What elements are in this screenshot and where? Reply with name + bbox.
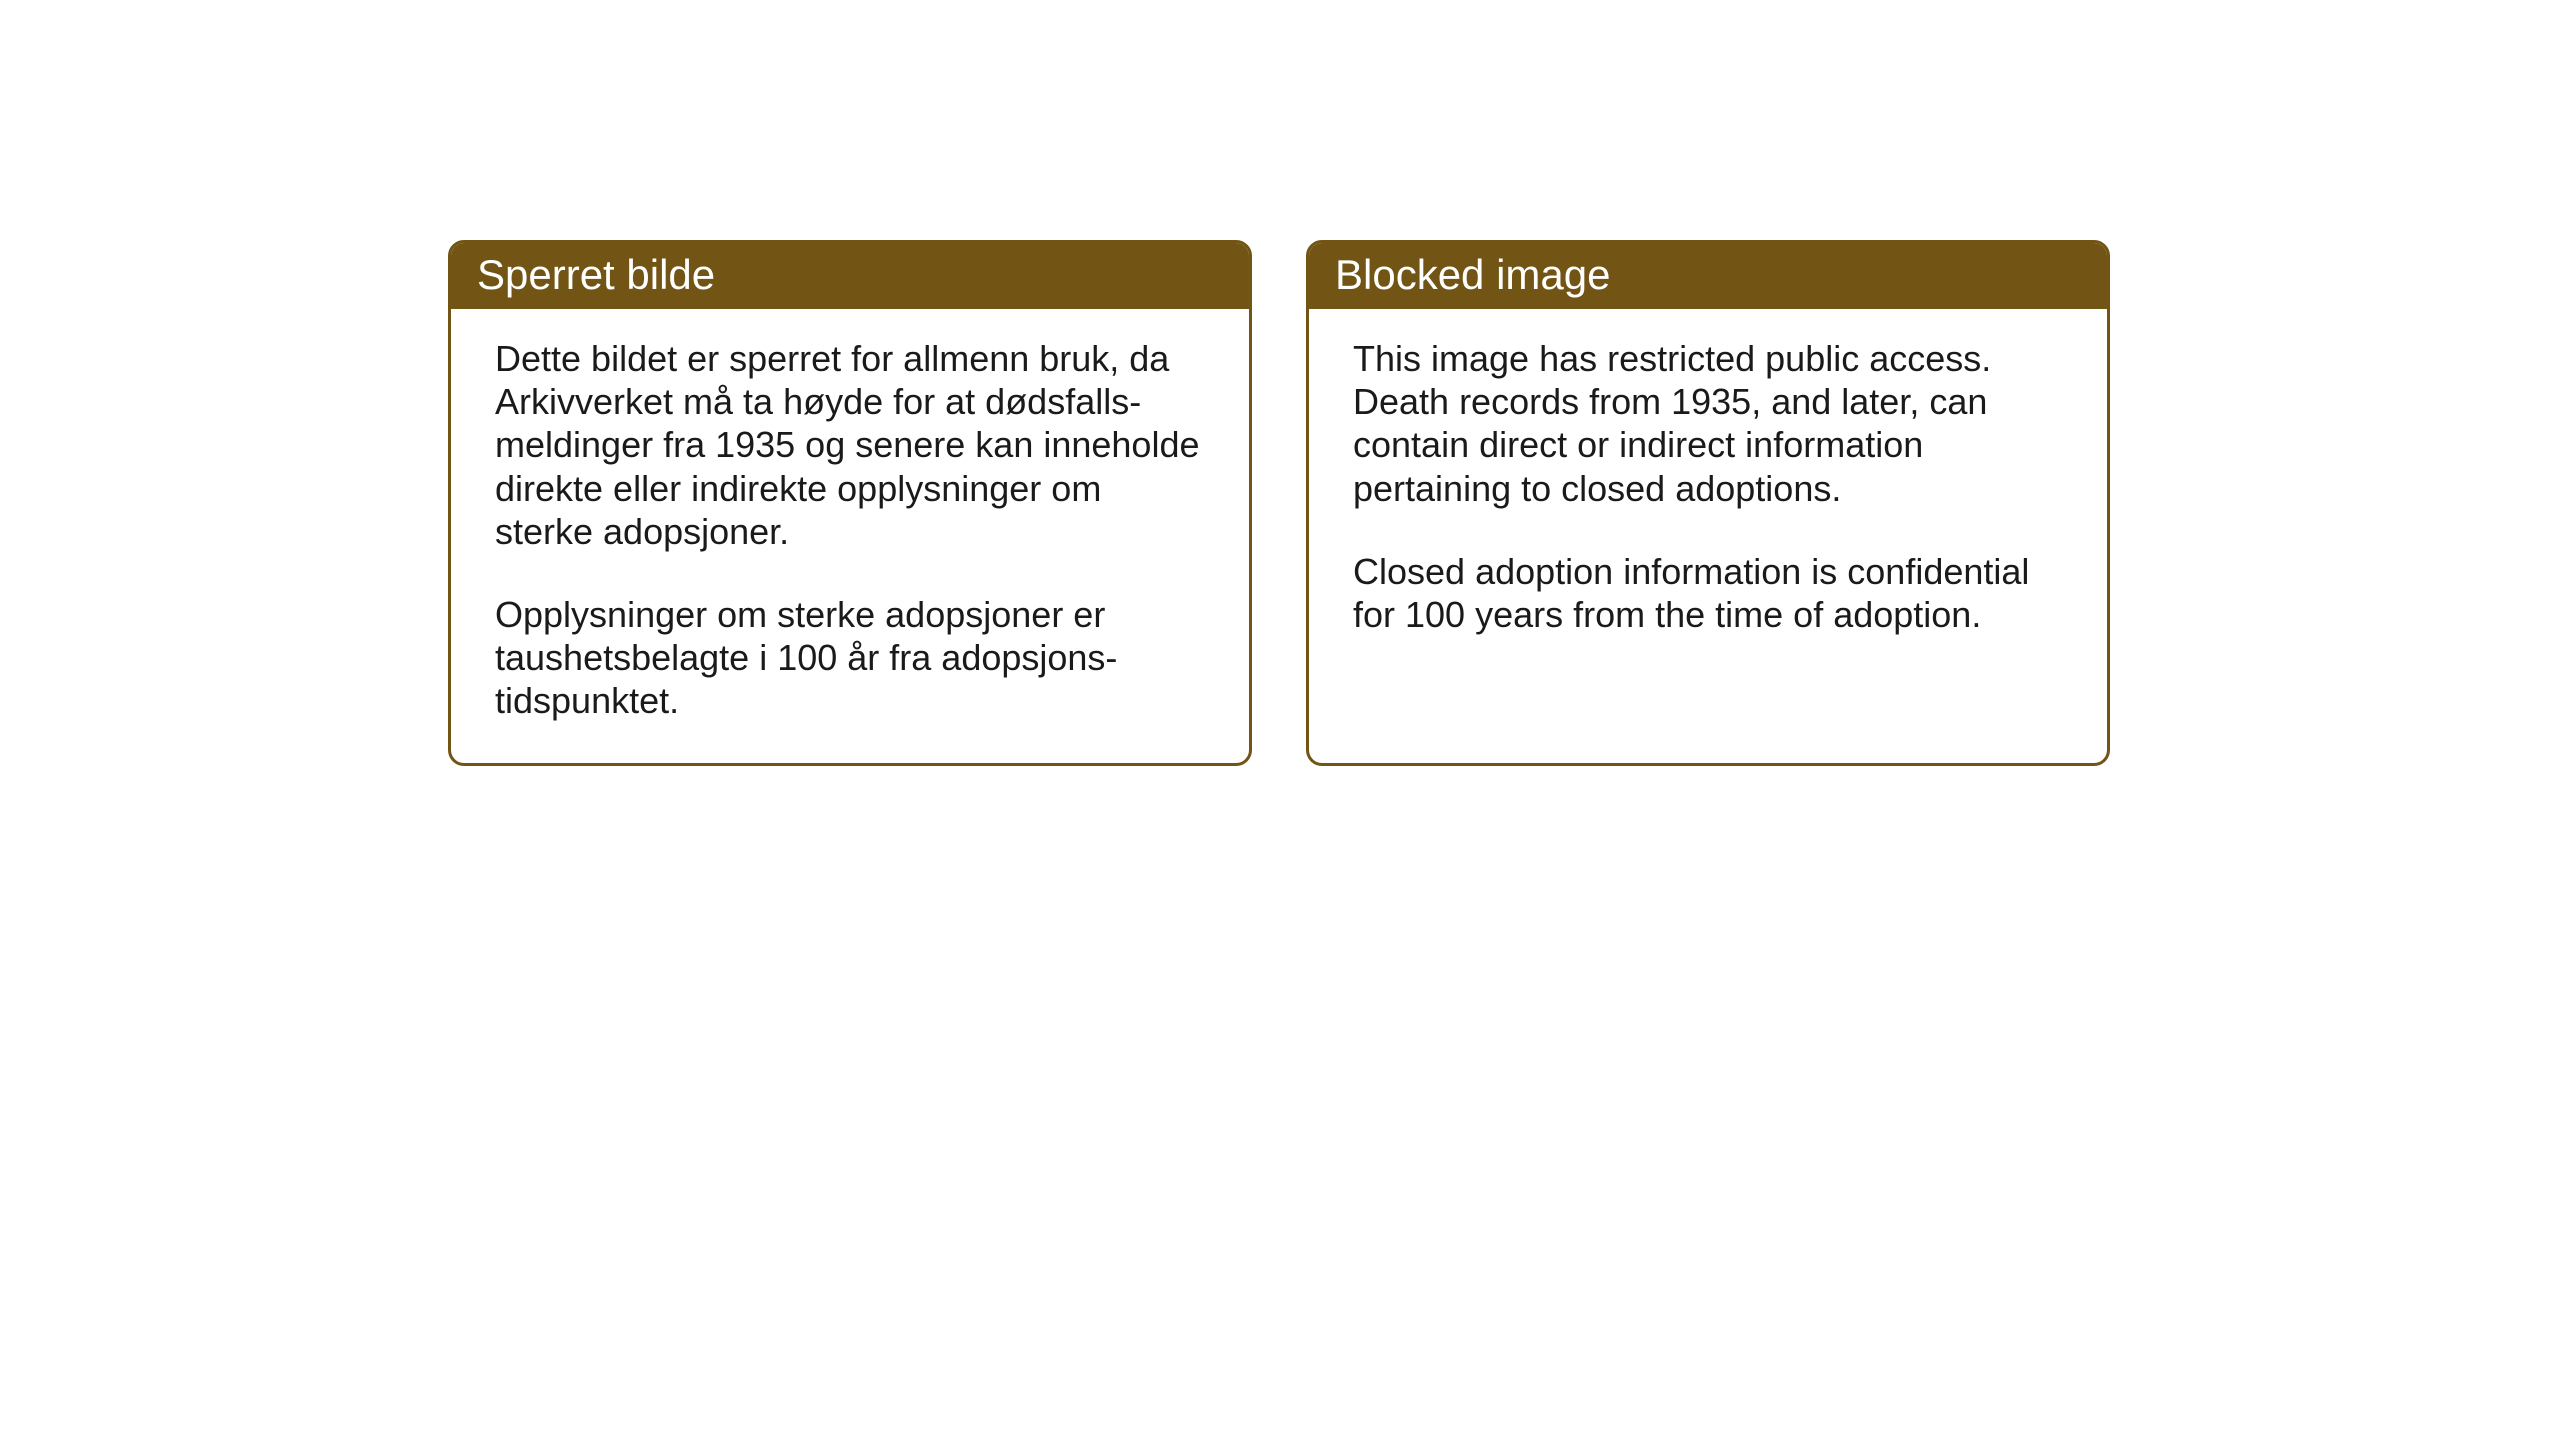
notice-card-norwegian: Sperret bilde Dette bildet er sperret fo… [448, 240, 1252, 766]
card-header-norwegian: Sperret bilde [451, 243, 1249, 309]
card-header-english: Blocked image [1309, 243, 2107, 309]
notice-card-english: Blocked image This image has restricted … [1306, 240, 2110, 766]
notice-paragraph-2-norwegian: Opplysninger om sterke adopsjoner er tau… [495, 593, 1205, 723]
card-body-norwegian: Dette bildet er sperret for allmenn bruk… [451, 309, 1249, 763]
notice-container: Sperret bilde Dette bildet er sperret fo… [0, 0, 2560, 766]
notice-paragraph-1-norwegian: Dette bildet er sperret for allmenn bruk… [495, 337, 1205, 553]
notice-paragraph-2-english: Closed adoption information is confident… [1353, 550, 2063, 636]
card-body-english: This image has restricted public access.… [1309, 309, 2107, 709]
notice-paragraph-1-english: This image has restricted public access.… [1353, 337, 2063, 510]
